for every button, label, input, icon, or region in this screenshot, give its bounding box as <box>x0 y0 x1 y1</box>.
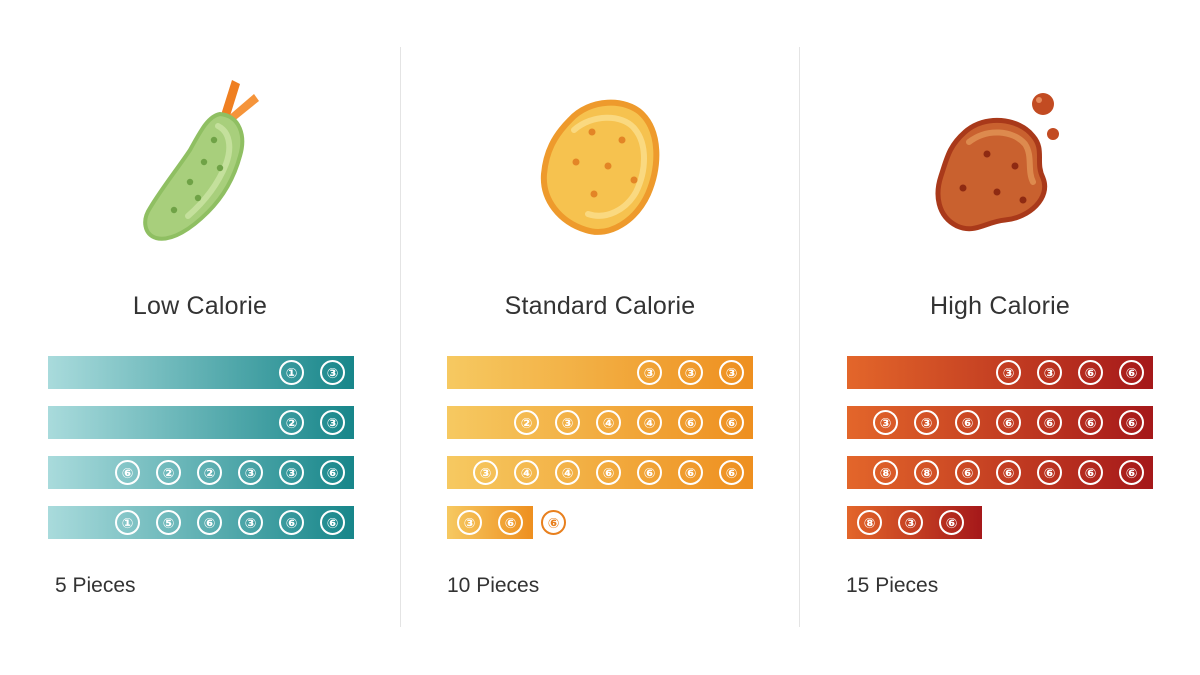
piece-badge: ③ <box>473 460 498 485</box>
piece-badge: ⑥ <box>1119 410 1144 435</box>
pieces-count: 10 Pieces <box>447 574 540 597</box>
piece-badge: ① <box>279 360 304 385</box>
piece-badge: ③ <box>320 360 345 385</box>
piece-badge: ⑥ <box>1037 410 1062 435</box>
piece-badge: ⑥ <box>596 460 621 485</box>
piece-badge: ⑤ <box>156 510 181 535</box>
piece-badge: ⑥ <box>719 410 744 435</box>
piece-badge: ⑥ <box>678 410 703 435</box>
piece-badge: ② <box>514 410 539 435</box>
piece-badge: ③ <box>898 510 923 535</box>
greasy-fried-piece-icon <box>935 93 1059 232</box>
piece-badge: ⑥ <box>1078 460 1103 485</box>
piece-badge: ⑥ <box>955 460 980 485</box>
piece-badge: ③ <box>238 460 263 485</box>
piece-badge: ④ <box>514 460 539 485</box>
piece-badge: ⑥ <box>955 410 980 435</box>
piece-badge: ⑥ <box>115 460 140 485</box>
piece-badge: ⑥ <box>320 460 345 485</box>
piece-badge: ③ <box>996 360 1021 385</box>
piece-badge: ③ <box>678 360 703 385</box>
piece-badge: ④ <box>555 460 580 485</box>
fried-nugget-icon <box>540 99 660 235</box>
piece-badge: ③ <box>1037 360 1062 385</box>
column-title: High Calorie <box>930 292 1070 320</box>
piece-badge: ⑥ <box>1037 460 1062 485</box>
column-title: Standard Calorie <box>504 292 696 320</box>
piece-badge: ⑧ <box>873 460 898 485</box>
piece-badge: ⑥ <box>996 410 1021 435</box>
tempura-shrimp-icon <box>143 80 259 241</box>
piece-badge: ③ <box>914 410 939 435</box>
piece-badge: ② <box>156 460 181 485</box>
column-divider-2 <box>799 47 800 627</box>
piece-badge: ⑥ <box>498 510 523 535</box>
piece-badge: ⑥ <box>678 460 703 485</box>
piece-badge: ⑥ <box>1078 360 1103 385</box>
pieces-count: 15 Pieces <box>846 574 939 597</box>
piece-badge: ③ <box>320 410 345 435</box>
piece-badge: ② <box>279 410 304 435</box>
piece-badge: ⑥ <box>637 460 662 485</box>
piece-badge: ⑥ <box>1119 360 1144 385</box>
piece-badge: ⑧ <box>857 510 882 535</box>
column-title: Low Calorie <box>132 292 268 320</box>
piece-badge: ① <box>115 510 140 535</box>
piece-badge: ④ <box>637 410 662 435</box>
piece-badge: ⑧ <box>914 460 939 485</box>
piece-badge: ⑥ <box>719 460 744 485</box>
piece-badge: ⑥ <box>939 510 964 535</box>
piece-badge: ③ <box>873 410 898 435</box>
piece-badge: ⑥ <box>279 510 304 535</box>
piece-badge: ⑥ <box>1078 410 1103 435</box>
piece-badge: ⑥ <box>1119 460 1144 485</box>
piece-badge: ⑥ <box>996 460 1021 485</box>
extra-piece-badge: ⑥ <box>541 510 566 535</box>
piece-badge: ④ <box>596 410 621 435</box>
piece-badge: ③ <box>238 510 263 535</box>
piece-badge: ③ <box>555 410 580 435</box>
piece-badge: ③ <box>279 460 304 485</box>
piece-badge: ③ <box>719 360 744 385</box>
piece-badge: ② <box>197 460 222 485</box>
piece-badge: ⑥ <box>320 510 345 535</box>
piece-badge: ③ <box>637 360 662 385</box>
pieces-count: 5 Pieces <box>55 574 136 597</box>
piece-badge: ⑥ <box>197 510 222 535</box>
piece-badge: ③ <box>457 510 482 535</box>
column-divider-1 <box>400 47 401 627</box>
